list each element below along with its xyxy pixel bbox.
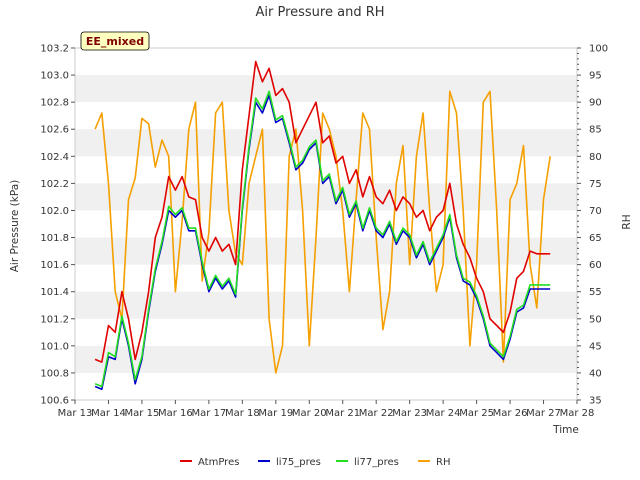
y2-tick-label: 75 [589, 179, 602, 190]
y2-tick-label: 55 [589, 287, 602, 298]
y2-axis-label: RH [621, 214, 633, 229]
y2-tick-label: 40 [589, 368, 602, 379]
y-tick-label: 101.0 [40, 341, 69, 352]
badge-box [80, 31, 150, 51]
y2-tick-label: 70 [589, 206, 602, 217]
y-axis-label: Air Pressure (kPa) [9, 180, 21, 273]
series-line-li75-pres [94, 94, 551, 391]
y-tick-label: 101.6 [40, 260, 69, 271]
y2-tick-label: 95 [589, 71, 602, 82]
x-tick-label: Mar 27 [526, 408, 561, 419]
plot-area [74, 47, 578, 401]
x-tick-label: Mar 21 [325, 408, 360, 419]
x-tick-label: Mar 16 [158, 408, 193, 419]
x-tick-label: Mar 25 [459, 408, 494, 419]
x-axis-label: Time [552, 424, 579, 436]
y-axis-right-ticks: 35 40 45 50 55 60 65 70 75 80 85 90 95 100 [577, 44, 608, 407]
y-tick-label: 101.8 [40, 233, 69, 244]
chart-title: Air Pressure and RH [255, 5, 384, 20]
series-line-li77-pres [94, 90, 551, 388]
x-tick-label: Mar 22 [359, 408, 394, 419]
y2-tick-label: 65 [589, 233, 602, 244]
x-tick-label: Mar 26 [493, 408, 528, 419]
y-tick-label: 101.4 [40, 287, 69, 298]
y2-tick-label: 80 [589, 152, 602, 163]
x-tick-label: Mar 20 [292, 408, 327, 419]
y2-tick-label: 35 [589, 396, 602, 407]
y-tick-label: 103.0 [40, 71, 69, 82]
x-tick-label: Mar 19 [258, 408, 293, 419]
x-tick-label: Mar 18 [225, 408, 260, 419]
legend-label: RH [436, 457, 450, 468]
grid-band [75, 237, 577, 265]
y-tick-label: 102.8 [40, 98, 69, 109]
grid-band [75, 183, 577, 211]
y-tick-label: 103.2 [40, 44, 69, 55]
grid-band [75, 345, 577, 373]
y2-tick-label: 60 [589, 260, 602, 271]
x-tick-label: Mar 24 [426, 408, 461, 419]
legend: AtmPres li75_pres li77_pres RH [180, 457, 450, 468]
y-tick-label: 101.2 [40, 314, 69, 325]
y-tick-label: 102.4 [40, 152, 69, 163]
y-tick-label: 100.8 [40, 368, 69, 379]
badge-label: EE_mixed [86, 35, 144, 48]
series-line-atmpres [94, 60, 551, 363]
x-tick-label: Mar 23 [392, 408, 427, 419]
plot-frame [74, 47, 578, 401]
y2-tick-label: 50 [589, 314, 602, 325]
y-tick-label: 102.6 [40, 125, 69, 136]
legend-label: li75_pres [276, 457, 321, 468]
legend-label: li77_pres [354, 457, 399, 468]
y-tick-label: 100.6 [40, 396, 69, 407]
grid-band [75, 291, 577, 319]
y2-tick-label: 90 [589, 98, 602, 109]
x-tick-label: Mar 17 [191, 408, 226, 419]
y-tick-label: 102.2 [40, 179, 69, 190]
x-tick-label: Mar 14 [91, 408, 126, 419]
y-axis-left-ticks: 100.6 100.8 101.0 101.2 101.4 101.6 101.8 102.0… [40, 44, 75, 407]
y2-tick-label: 45 [589, 341, 602, 352]
x-tick-label: Mar 15 [125, 408, 160, 419]
x-tick-label: Mar 13 [58, 408, 93, 419]
series-lines [94, 60, 551, 391]
dataset-badge: EE_mixed [80, 31, 150, 51]
plot-background [75, 48, 577, 400]
grid-band [75, 75, 577, 103]
y2-tick-label: 100 [589, 44, 608, 55]
y-tick-label: 102.0 [40, 206, 69, 217]
x-tick-label: Mar 28 [560, 408, 595, 419]
legend-label: AtmPres [198, 457, 239, 468]
y2-tick-label: 85 [589, 125, 602, 136]
